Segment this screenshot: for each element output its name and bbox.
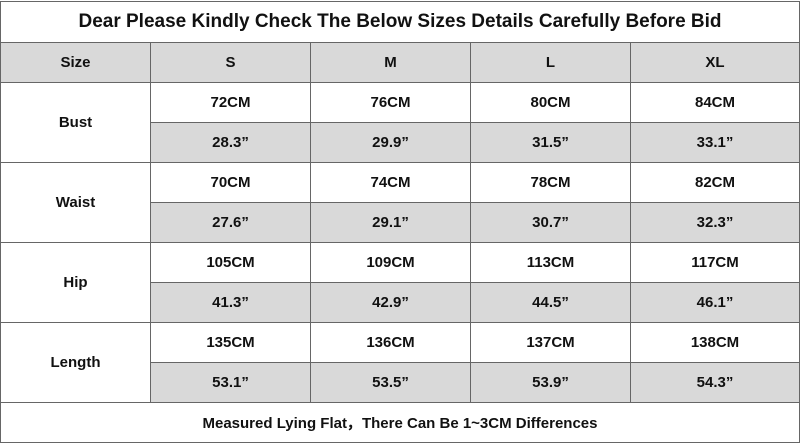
cm-value: 70CM [150,162,311,203]
inch-value: 32.3” [630,202,800,243]
cm-value: 109CM [310,242,471,283]
inch-value: 41.3” [150,282,311,323]
header-cell: XL [630,42,800,83]
inch-value: 53.1” [150,362,311,403]
cm-value: 72CM [150,82,311,123]
cm-value: 80CM [470,82,631,123]
inch-row: 28.3” 29.9” 31.5” 33.1” [1,122,800,163]
cm-value: 117CM [630,242,800,283]
measure-label: Waist [0,162,151,243]
measure-label: Length [0,322,151,403]
cm-value: 105CM [150,242,311,283]
inch-value: 53.5” [310,362,471,403]
inch-value: 27.6” [150,202,311,243]
title-row: Dear Please Kindly Check The Below Sizes… [0,1,800,43]
header-cell: S [150,42,311,83]
cm-value: 137CM [470,322,631,363]
inch-value: 29.9” [310,122,471,163]
inch-value: 53.9” [470,362,631,403]
cm-value: 113CM [470,242,631,283]
header-cell: Size [0,42,151,83]
inch-value: 31.5” [470,122,631,163]
cm-value: 84CM [630,82,800,123]
inch-value: 46.1” [630,282,800,323]
footer-row: Measured Lying Flat，There Can Be 1~3CM D… [0,402,800,443]
inch-value: 54.3” [630,362,800,403]
inch-row: 41.3” 42.9” 44.5” 46.1” [1,282,800,323]
cm-row: Waist 70CM 74CM 78CM 82CM [0,162,800,243]
title: Dear Please Kindly Check The Below Sizes… [0,1,800,43]
inch-value: 33.1” [630,122,800,163]
cm-row: Hip 105CM 109CM 113CM 117CM [0,242,800,323]
inch-value: 29.1” [310,202,471,243]
header-cell: L [470,42,631,83]
measure-label: Bust [0,82,151,163]
cm-value: 136CM [310,322,471,363]
inch-row: 27.6” 29.1” 30.7” 32.3” [1,202,800,243]
footer-note: Measured Lying Flat，There Can Be 1~3CM D… [0,402,800,443]
cm-value: 138CM [630,322,800,363]
cm-value: 74CM [310,162,471,203]
cm-row: Bust 72CM 76CM 80CM 84CM [0,82,800,163]
cm-value: 76CM [310,82,471,123]
inch-value: 42.9” [310,282,471,323]
cm-value: 78CM [470,162,631,203]
measure-label: Hip [0,242,151,323]
inch-value: 30.7” [470,202,631,243]
header-cell: M [310,42,471,83]
cm-row: Length 135CM 136CM 137CM 138CM [0,322,800,403]
header-row: Size S M L XL [0,42,800,83]
inch-value: 28.3” [150,122,311,163]
cm-value: 135CM [150,322,311,363]
inch-row: 53.1” 53.5” 53.9” 54.3” [1,362,800,403]
cm-value: 82CM [630,162,800,203]
inch-value: 44.5” [470,282,631,323]
